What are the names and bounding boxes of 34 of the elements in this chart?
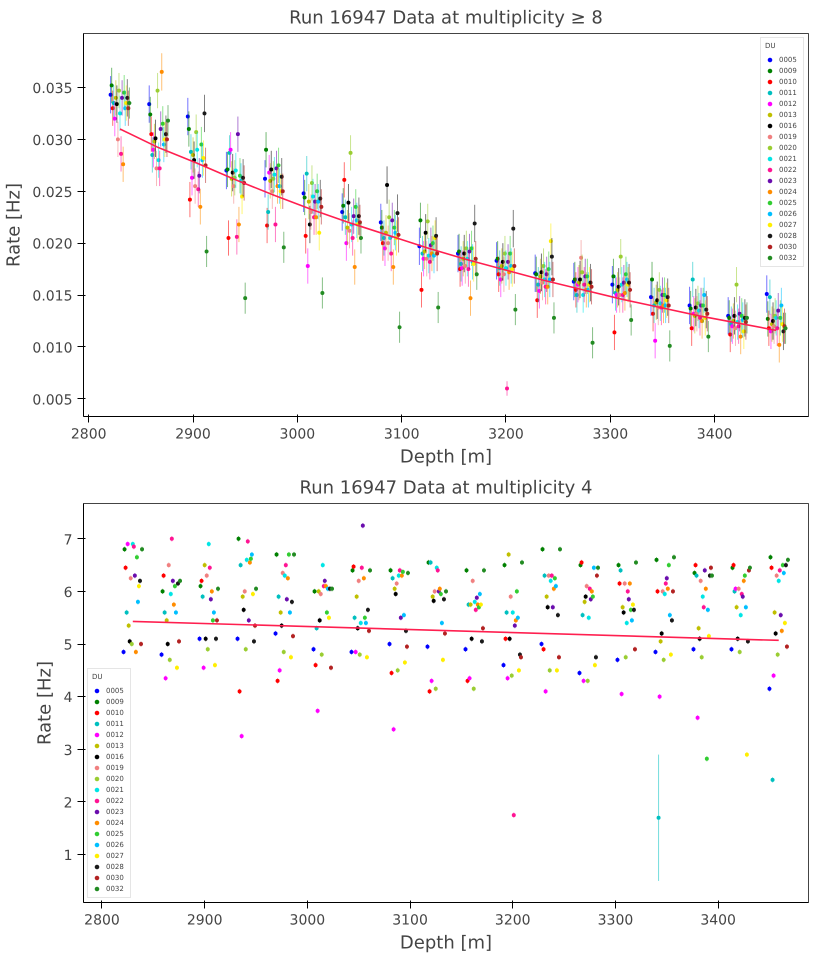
x-tick-label: 3300 xyxy=(598,912,634,928)
x-tick-label: 3300 xyxy=(592,426,628,442)
y-axis-title: Rate [Hz] xyxy=(3,182,24,268)
x-tick-label: 3200 xyxy=(488,426,524,442)
y-tick-label: 0.020 xyxy=(32,236,73,253)
x-tick-label: 3100 xyxy=(392,912,428,928)
y-tick-label: 7 xyxy=(64,532,73,548)
y-tick-label: 0.035 xyxy=(32,80,73,97)
chart-title: Run 16947 Data at multiplicity ≥ 8 xyxy=(289,8,603,28)
y-tick-label: 0.005 xyxy=(32,392,73,408)
y-tick-label: 0.025 xyxy=(32,184,73,201)
x-axis-title: Depth [m] xyxy=(400,446,492,468)
y-tick-label: 4 xyxy=(64,690,73,706)
x-tick-label: 2800 xyxy=(84,912,120,928)
x-tick-label: 2800 xyxy=(70,426,107,442)
y-tick-label: 0.015 xyxy=(32,288,73,305)
x-tick-label: 3000 xyxy=(290,912,326,928)
y-tick-label: 0.010 xyxy=(32,340,73,356)
x-tick-label: 3100 xyxy=(384,426,420,442)
x-tick-label: 3000 xyxy=(280,426,316,442)
x-tick-label: 3400 xyxy=(700,912,736,928)
x-axis-title: Depth [m] xyxy=(400,932,492,954)
y-axis-title: Rate [Hz] xyxy=(34,660,56,746)
x-tick-label: 3400 xyxy=(696,426,732,442)
chart-title: Run 16947 Data at multiplicity 4 xyxy=(300,478,592,498)
y-tick-label: 2 xyxy=(64,795,73,812)
x-tick-label: 2900 xyxy=(175,426,211,442)
y-tick-label: 5 xyxy=(64,638,73,654)
y-tick-label: 0.030 xyxy=(32,132,73,149)
y-tick-label: 3 xyxy=(64,742,73,759)
y-tick-label: 6 xyxy=(64,584,73,601)
y-tick-label: 1 xyxy=(64,848,73,864)
x-tick-label: 2900 xyxy=(186,912,222,928)
x-tick-label: 3200 xyxy=(494,912,531,928)
